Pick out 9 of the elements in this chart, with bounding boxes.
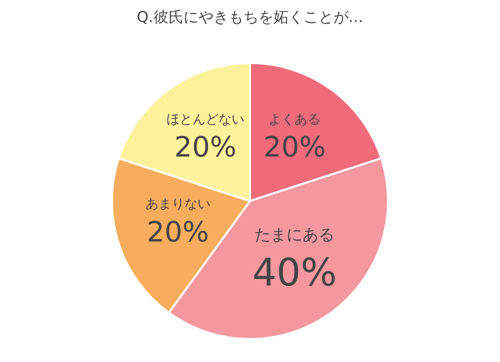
data-label: 20% [174,130,237,164]
data-label: 40% [252,250,337,295]
chart-title: Q.彼氏にやきもちを妬くことが… [136,8,364,27]
slice-label: よくある [268,112,321,128]
data-label: 20% [146,216,209,249]
slice-label: あまりない [145,197,210,212]
data-label: 20% [263,130,326,164]
slice-label: ほとんどない [166,112,244,128]
slice-label: たまにある [254,224,335,244]
